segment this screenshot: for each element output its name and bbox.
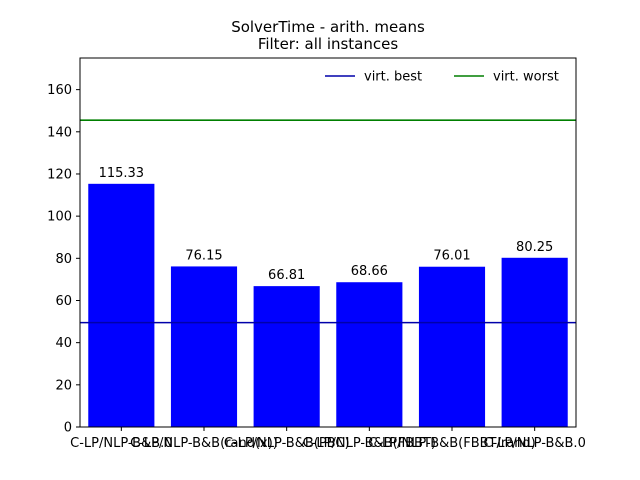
- plot-frame: [79, 57, 577, 428]
- x-tick-label-3: C-LP/NLP-B&B(FBBT): [303, 436, 436, 451]
- bar-value-label-4: 76.01: [433, 249, 470, 264]
- x-tick-label-2: C-LP/NLP-B&B(PBC): [224, 436, 350, 451]
- x-tick-label-1: C-LP/NLP-B&B(rand(x)): [130, 436, 278, 451]
- y-tick-label-8: 160: [47, 83, 72, 98]
- legend-label-1: virt. worst: [493, 70, 559, 85]
- bar-value-label-3: 68.66: [351, 264, 388, 279]
- bar-5: [501, 257, 568, 427]
- y-tick-label-4: 80: [55, 252, 72, 267]
- x-tick-label-5: C-LP/NLP-B&B.0: [483, 436, 585, 451]
- bar-0: [88, 183, 155, 427]
- bar-value-label-2: 66.81: [268, 268, 305, 283]
- x-tick-label-4: C-LP/NLP-B&B(FBBT/rand): [368, 436, 536, 451]
- bar-4: [418, 266, 486, 427]
- bar-value-label-1: 76.15: [185, 248, 222, 263]
- bar-1: [170, 266, 238, 427]
- bar-value-label-5: 80.25: [516, 240, 553, 255]
- x-tick-label-0: C-LP/NLP-B&B.0: [70, 436, 172, 451]
- legend-label-0: virt. best: [364, 70, 422, 85]
- y-tick-label-6: 120: [47, 167, 72, 182]
- chart-subtitle: Filter: all instances: [258, 35, 399, 53]
- bar-2: [253, 286, 320, 427]
- bar-value-label-0: 115.33: [99, 166, 145, 181]
- chart-title: SolverTime - arith. means: [231, 18, 425, 36]
- y-tick-label-7: 140: [47, 125, 72, 140]
- bar-3: [336, 282, 403, 427]
- y-tick-label-1: 20: [55, 378, 72, 393]
- y-tick-label-0: 0: [64, 421, 72, 436]
- y-tick-label-2: 40: [55, 336, 72, 351]
- plot-area: 115.33 76.15 66.81 68.66 76.01 80.25 0 20 40 60 80…: [47, 57, 586, 451]
- y-tick-label-3: 60: [55, 294, 72, 309]
- y-tick-label-5: 100: [47, 210, 72, 225]
